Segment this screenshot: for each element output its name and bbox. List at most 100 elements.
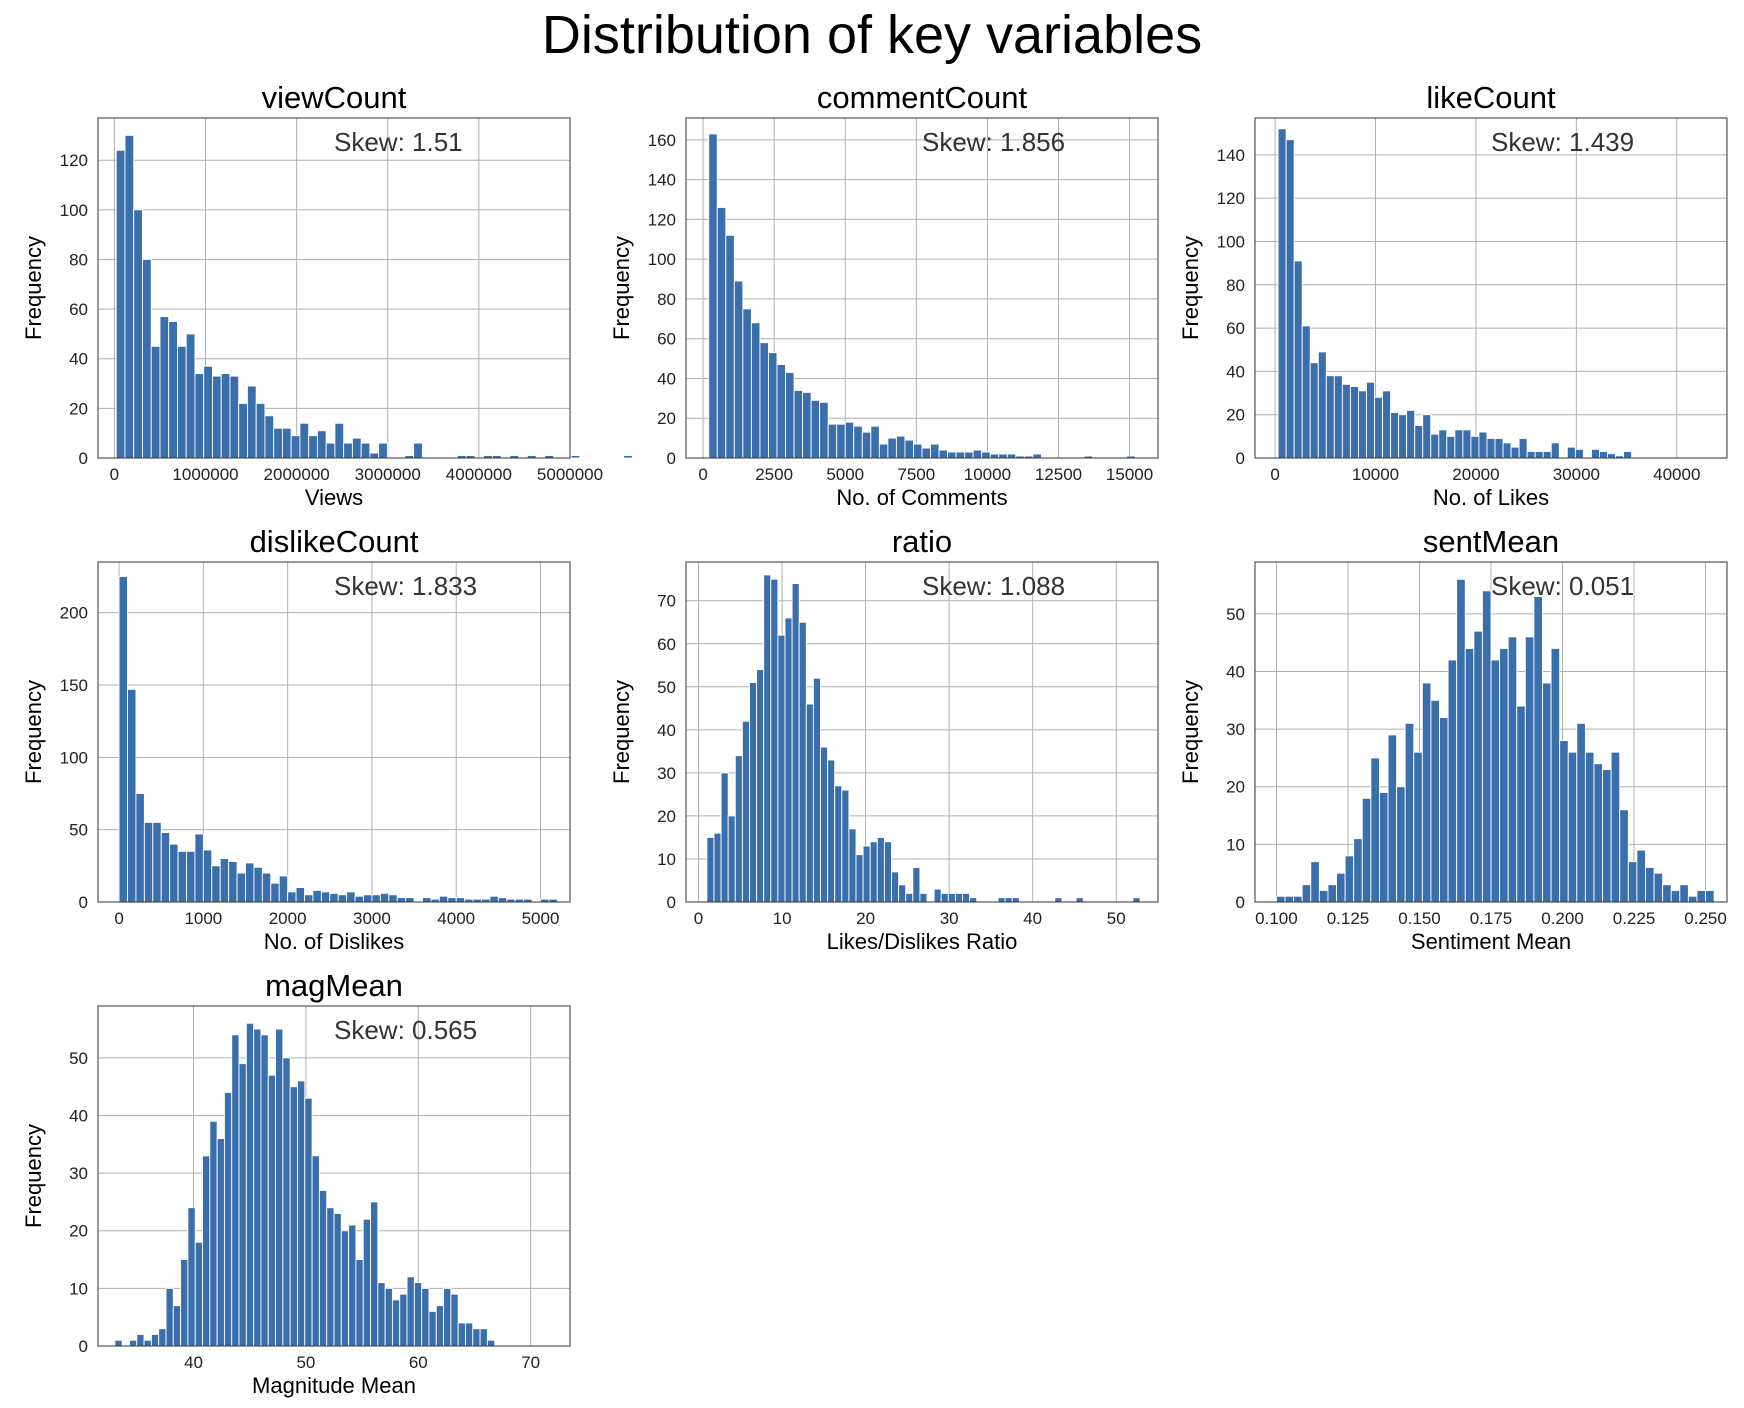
histogram-bar (883, 841, 892, 903)
histogram-bar (1524, 636, 1535, 903)
histogram-bar (172, 1305, 182, 1347)
histogram-bar (1276, 895, 1286, 903)
histogram-bar (194, 833, 204, 903)
histogram-bar (623, 455, 633, 459)
histogram-bar (304, 1097, 313, 1347)
histogram-bar (370, 1201, 379, 1347)
histogram-bar (422, 897, 432, 903)
histogram-bar (497, 897, 508, 903)
histogram-bar (1574, 448, 1584, 459)
x-tick-label: 0.100 (1255, 909, 1298, 928)
histogram-bar (229, 375, 240, 459)
histogram-bar (989, 453, 1000, 459)
histogram-bar (450, 1293, 459, 1347)
panel-title: ratio (892, 524, 952, 559)
x-axis-label: Likes/Dislikes Ratio (827, 929, 1018, 954)
histogram-bar (1542, 451, 1552, 459)
y-tick-label: 40 (657, 721, 676, 740)
histogram-bar (777, 634, 786, 903)
histogram-bar (1075, 897, 1084, 903)
histogram-bar (1481, 590, 1492, 903)
histogram-bar (295, 887, 305, 903)
histogram-bar (1387, 734, 1398, 903)
histogram-bar (354, 895, 364, 903)
histogram-bar (1478, 431, 1488, 459)
histogram-bar (325, 442, 336, 459)
x-tick-label: 15000 (1106, 465, 1153, 484)
histogram-bar (1430, 699, 1440, 903)
histogram-bar (351, 437, 362, 459)
histogram-bar (343, 442, 353, 459)
histogram-bar (913, 443, 923, 459)
skew-annotation: Skew: 1.856 (922, 127, 1065, 157)
histogram-bar (355, 1259, 364, 1347)
histogram-bar (895, 435, 906, 459)
x-tick-label: 7500 (897, 465, 935, 484)
x-tick-label: 0.175 (1470, 909, 1513, 928)
y-tick-label: 160 (648, 131, 676, 150)
y-tick-label: 200 (60, 604, 88, 623)
y-tick-label: 40 (69, 1106, 88, 1125)
histogram-bar (180, 1259, 189, 1347)
histogram-bar (876, 836, 885, 903)
y-tick-label: 60 (1226, 319, 1245, 338)
histogram-bar (406, 1276, 415, 1347)
panel-sentmean: 0.100 0.125 0.150 0.175 0.200 0.225 0.250 0 10 20… (1178, 524, 1728, 954)
histogram-bar (1374, 396, 1383, 459)
histogram-bar (1550, 647, 1561, 903)
histogram-bar (759, 342, 769, 459)
histogram-bar (1349, 386, 1359, 459)
histogram-bar (770, 578, 779, 903)
histogram-bar (1599, 451, 1608, 459)
histogram-bar (457, 1322, 466, 1347)
histogram-bar (1590, 448, 1600, 459)
histogram-bar (1490, 659, 1501, 903)
panel-title: sentMean (1423, 524, 1559, 559)
histogram-bar (998, 453, 1008, 459)
histogram-bar (870, 425, 880, 459)
histogram-bar (964, 451, 974, 459)
y-tick-label: 100 (60, 201, 88, 220)
histogram-bar (472, 1328, 481, 1347)
x-tick-label: 0 (114, 909, 123, 928)
histogram-bar (362, 1218, 371, 1347)
histogram-bar (379, 892, 390, 903)
histogram-bar (768, 352, 778, 459)
histogram-bar (369, 452, 380, 459)
x-tick-label: 30 (940, 909, 959, 928)
histogram-bar (1333, 375, 1343, 459)
y-tick-label: 40 (657, 369, 676, 388)
histogram-bar (115, 149, 126, 459)
histogram-bar (1430, 433, 1440, 459)
histogram-bar (1285, 139, 1295, 459)
histogram-bar (1439, 717, 1449, 903)
histogram-bar (340, 1230, 350, 1347)
histogram-bar (275, 1028, 284, 1347)
histogram-bar (954, 892, 963, 903)
y-tick-label: 10 (69, 1279, 88, 1298)
histogram-bar (1277, 128, 1287, 459)
x-axis-label: Views (305, 485, 363, 510)
histogram-bar (742, 308, 752, 459)
histogram-bar (150, 1334, 160, 1347)
histogram-bar (570, 455, 581, 459)
histogram-bar (834, 785, 843, 903)
histogram-bar (706, 836, 715, 903)
histogram-bar (820, 746, 829, 903)
histogram-bar (776, 364, 786, 459)
histogram-bar (1456, 578, 1466, 903)
panel-dislikecount: 0 1000 2000 3000 4000 5000 0 50 100 150 200 dislike… (21, 524, 571, 954)
histogram-bar (844, 421, 855, 459)
y-tick-label: 0 (667, 449, 676, 468)
x-tick-label: 0.150 (1398, 909, 1441, 928)
histogram-bar (853, 425, 863, 459)
histogram-bar (152, 821, 162, 903)
histogram-bar (413, 442, 423, 459)
y-tick-label: 0 (79, 1337, 88, 1356)
histogram-bar (127, 688, 137, 903)
histogram-bar (479, 1328, 488, 1347)
histogram-bar (168, 321, 178, 459)
panel-commentcount: 0 2500 5000 7500 10000 12500 15000 0 20 40 60 80 100… (609, 80, 1159, 510)
x-tick-label: 0.125 (1327, 909, 1370, 928)
histogram-bar (1032, 453, 1042, 459)
